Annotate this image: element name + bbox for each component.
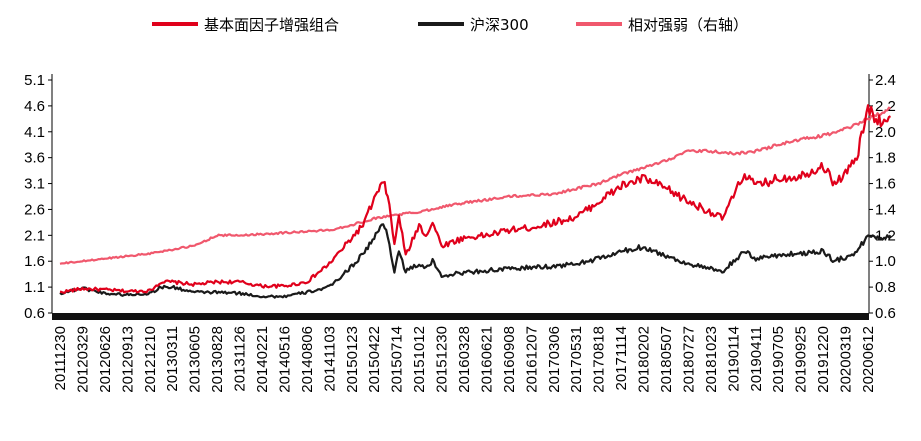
x-tick-label: 20140221 bbox=[254, 326, 271, 393]
x-tick-label: 20140806 bbox=[299, 326, 316, 393]
series-line bbox=[59, 106, 891, 265]
x-tick-label: 20150714 bbox=[389, 326, 406, 393]
x-axis-band bbox=[52, 313, 869, 320]
x-tick-label: 20170531 bbox=[568, 326, 585, 393]
x-tick-label: 20130311 bbox=[164, 326, 181, 392]
right-tick-label: 0.8 bbox=[875, 279, 896, 296]
right-tick-label: 2.4 bbox=[875, 72, 896, 89]
x-tick-label: 20190705 bbox=[770, 326, 787, 393]
x-tick-label: 20120626 bbox=[97, 326, 114, 393]
left-tick-label: 3.6 bbox=[24, 150, 45, 167]
x-tick-label: 20140516 bbox=[277, 326, 294, 393]
x-tick-label: 20160908 bbox=[501, 326, 518, 393]
x-tick-label: 20120913 bbox=[119, 326, 136, 393]
x-tick-label: 20130605 bbox=[187, 326, 204, 393]
x-tick-label: 20180202 bbox=[636, 326, 653, 393]
left-tick-label: 0.6 bbox=[24, 305, 45, 322]
x-tick-label: 20180507 bbox=[658, 326, 675, 393]
x-tick-label: 20150422 bbox=[366, 326, 383, 393]
legend: 基本面因子增强组合 沪深300 相对强弱（右轴） bbox=[152, 16, 748, 34]
x-tick-label: 20190114 bbox=[725, 326, 742, 392]
legend-label: 基本面因子增强组合 bbox=[204, 16, 339, 34]
x-tick-label: 20191220 bbox=[815, 326, 832, 393]
right-tick-label: 1.2 bbox=[875, 227, 896, 244]
right-tick-label: 1.8 bbox=[875, 150, 896, 167]
right-tick-label: 0.6 bbox=[875, 305, 896, 322]
x-axis: 20111230 20120329 20120626 20120913 20121210… bbox=[52, 313, 877, 393]
x-tick-label: 20190411 bbox=[748, 326, 765, 392]
x-tick-label: 20170306 bbox=[546, 326, 563, 393]
series-line bbox=[59, 104, 892, 294]
legend-label: 沪深300 bbox=[470, 16, 529, 34]
left-tick-label: 1.6 bbox=[24, 253, 45, 270]
left-tick-label: 4.6 bbox=[24, 98, 45, 115]
left-tick-label: 2.6 bbox=[24, 201, 45, 218]
x-tick-label: 20131126 bbox=[232, 326, 249, 392]
x-tick-label: 20161207 bbox=[523, 326, 540, 393]
left-y-axis: 0.6 1.1 1.6 2.1 2.6 3.1 3.6 4.1 4.6 5.1 bbox=[24, 72, 53, 322]
right-y-axis: 0.6 0.8 1.0 1.2 1.4 1.6 1.8 2.0 2.2 2.4 bbox=[868, 72, 896, 322]
left-tick-label: 3.1 bbox=[24, 176, 45, 193]
left-tick-label: 2.1 bbox=[24, 227, 45, 244]
x-tick-label: 20111230 bbox=[52, 326, 69, 391]
x-tick-label: 20170818 bbox=[591, 326, 608, 393]
right-tick-label: 1.4 bbox=[875, 201, 896, 218]
x-tick-label: 20141103 bbox=[321, 326, 338, 392]
right-tick-label: 2.0 bbox=[875, 124, 896, 141]
left-tick-label: 5.1 bbox=[24, 72, 45, 89]
x-tick-label: 20190925 bbox=[793, 326, 810, 393]
x-tick-label: 20160621 bbox=[479, 326, 496, 393]
left-tick-label: 4.1 bbox=[24, 124, 45, 141]
right-tick-label: 1.6 bbox=[875, 176, 896, 193]
legend-item: 基本面因子增强组合 bbox=[152, 16, 339, 34]
series-layer bbox=[59, 104, 892, 299]
x-tick-label: 20130828 bbox=[209, 326, 226, 393]
x-tick-label: 20200319 bbox=[838, 326, 855, 393]
x-tick-label: 20150123 bbox=[344, 326, 361, 393]
x-tick-label: 20171114 bbox=[613, 326, 630, 391]
x-tick-label: 20151230 bbox=[434, 326, 451, 393]
x-tick-label: 20120329 bbox=[74, 326, 91, 393]
legend-label: 相对强弱（右轴） bbox=[628, 16, 748, 34]
legend-item: 沪深300 bbox=[418, 16, 529, 34]
left-tick-label: 1.1 bbox=[24, 279, 45, 296]
right-tick-label: 2.2 bbox=[875, 98, 896, 115]
series-line bbox=[59, 223, 892, 299]
x-tick-label: 20181023 bbox=[703, 326, 720, 393]
x-tick-label: 20151012 bbox=[411, 326, 428, 393]
x-tick-label: 20121210 bbox=[142, 326, 159, 393]
x-tick-label: 20180727 bbox=[681, 326, 698, 393]
x-tick-label: 20200612 bbox=[860, 326, 877, 393]
legend-item: 相对强弱（右轴） bbox=[576, 16, 748, 34]
x-tick-label: 20160328 bbox=[456, 326, 473, 393]
right-tick-label: 1.0 bbox=[875, 253, 896, 270]
